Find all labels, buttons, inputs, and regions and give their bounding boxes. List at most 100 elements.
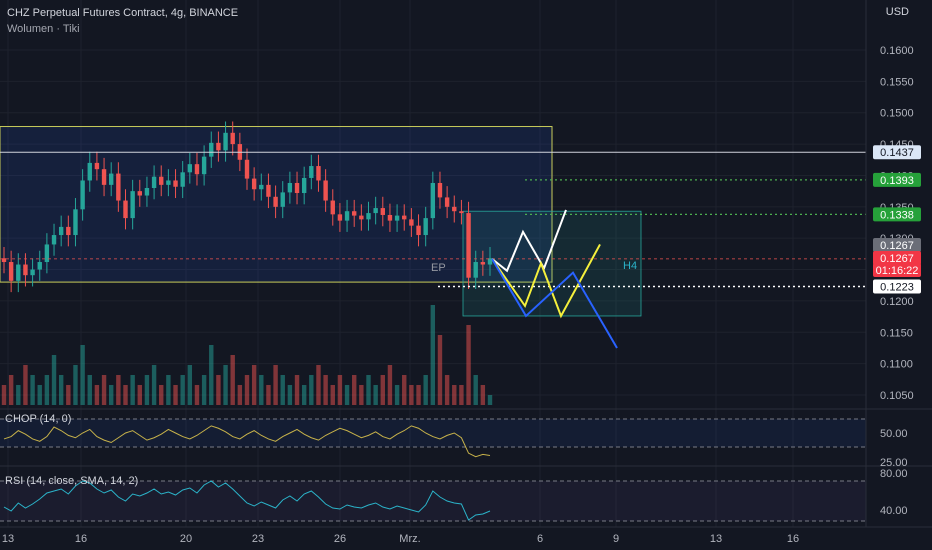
candle-body bbox=[80, 180, 85, 210]
candle-body bbox=[8, 262, 14, 281]
volume-bar bbox=[8, 375, 14, 405]
rsi-line bbox=[3, 480, 491, 521]
volume-bar bbox=[216, 375, 221, 405]
volume-bar bbox=[259, 375, 264, 405]
candle-body bbox=[366, 213, 371, 220]
volume-bar bbox=[287, 385, 293, 405]
volume-bar bbox=[323, 375, 328, 405]
symbol-title[interactable]: CHZ Perpetual Futures Contract, 4g, BINA… bbox=[7, 7, 239, 19]
candle-body bbox=[101, 169, 107, 185]
candle-body bbox=[1, 258, 7, 263]
date-label-1: 16 bbox=[75, 533, 87, 545]
volume-bar bbox=[237, 385, 243, 405]
price-tick-11: 0.1050 bbox=[880, 390, 914, 402]
candle-body bbox=[73, 209, 78, 236]
candle-body bbox=[301, 177, 307, 194]
entry-box bbox=[462, 210, 642, 317]
candle-body bbox=[180, 172, 185, 187]
date-label-0: 13 bbox=[2, 533, 14, 545]
candle-body bbox=[487, 258, 493, 265]
chart-zones bbox=[0, 126, 642, 317]
price-badge-text: 0.1338 bbox=[880, 209, 914, 221]
candle-body bbox=[402, 215, 407, 220]
volume-bar bbox=[444, 375, 450, 405]
volume-bar bbox=[473, 375, 478, 405]
date-label-7: 9 bbox=[613, 533, 619, 545]
volume-bar bbox=[416, 385, 421, 405]
candle-body bbox=[437, 182, 443, 198]
date-label-2: 20 bbox=[180, 533, 192, 545]
volume-bar bbox=[244, 375, 250, 405]
volume-bar bbox=[23, 365, 28, 405]
path-blue bbox=[491, 258, 618, 349]
volume-bar bbox=[201, 375, 207, 405]
candle-body bbox=[116, 173, 121, 201]
candle-body bbox=[244, 159, 250, 179]
volume-bar bbox=[309, 375, 314, 405]
currency-label[interactable]: USD bbox=[885, 6, 909, 18]
chop-tick-1: 25.00 bbox=[880, 457, 908, 469]
candle-body bbox=[58, 226, 64, 236]
projection-paths bbox=[491, 209, 618, 349]
chop-band bbox=[0, 419, 866, 447]
volume-bar bbox=[101, 375, 107, 405]
date-label-8: 13 bbox=[710, 533, 722, 545]
volume-bar bbox=[337, 375, 343, 405]
date-label-9: 16 bbox=[787, 533, 799, 545]
candle-body bbox=[316, 166, 321, 181]
volume-bar bbox=[251, 365, 257, 405]
candle-body bbox=[459, 211, 464, 214]
rsi-label[interactable]: RSI (14, close, SMA, 14, 2) bbox=[5, 475, 139, 487]
price-badge-text: 0.1437 bbox=[880, 147, 914, 159]
chop-label[interactable]: CHOP (14, 0) bbox=[5, 413, 72, 425]
chop-tick-0: 50.00 bbox=[880, 428, 908, 440]
volume-bar bbox=[159, 385, 164, 405]
candle-body bbox=[380, 208, 385, 215]
date-label-6: 6 bbox=[537, 533, 543, 545]
volume-bar bbox=[30, 375, 35, 405]
candle-body bbox=[144, 188, 150, 196]
price-badge-text: 0.1267 bbox=[880, 253, 914, 265]
candle-body bbox=[23, 264, 28, 276]
rsi-band bbox=[0, 481, 866, 521]
candle-body bbox=[309, 166, 314, 178]
price-badge-bg bbox=[873, 279, 921, 294]
volume-bar bbox=[194, 385, 200, 405]
candle-body bbox=[452, 206, 457, 212]
volume-bar bbox=[387, 365, 393, 405]
rsi-tick-1: 40.00 bbox=[880, 505, 908, 517]
candle-body bbox=[359, 215, 364, 220]
price-tick-0: 0.1600 bbox=[880, 45, 914, 57]
price-tick-2: 0.1500 bbox=[880, 108, 914, 120]
chop-line bbox=[3, 425, 491, 458]
volume-bar bbox=[394, 385, 400, 405]
time-axis: 13 16 20 23 26 Mrz. 6 9 13 16 bbox=[2, 533, 799, 545]
candle-body bbox=[409, 219, 414, 226]
candle-body bbox=[373, 208, 378, 214]
volume-bar bbox=[109, 385, 114, 405]
candle-body bbox=[159, 176, 164, 185]
price-tick-8: 0.1200 bbox=[880, 296, 914, 308]
candle-body bbox=[266, 184, 271, 197]
candle-body bbox=[473, 262, 478, 278]
price-tick-1: 0.1550 bbox=[880, 76, 914, 88]
volume-bar bbox=[423, 375, 428, 405]
volume-bar bbox=[87, 375, 92, 405]
price-badge-bg bbox=[873, 238, 921, 252]
path-white bbox=[491, 209, 567, 273]
candle-body bbox=[30, 269, 35, 276]
candle-body bbox=[444, 197, 450, 207]
price-tick-9: 0.1150 bbox=[880, 327, 913, 339]
candles bbox=[1, 121, 493, 293]
volume-bar bbox=[230, 355, 235, 405]
candle-body bbox=[466, 213, 471, 278]
volume-bar bbox=[173, 385, 178, 405]
volume-title: Wolumen · Tiki bbox=[7, 23, 80, 35]
candle-body bbox=[337, 214, 343, 221]
volume-bar bbox=[144, 375, 150, 405]
volume-bar bbox=[223, 365, 228, 405]
candle-body bbox=[259, 184, 264, 190]
candle-body bbox=[201, 156, 207, 175]
price-tick-10: 0.1100 bbox=[880, 359, 913, 371]
